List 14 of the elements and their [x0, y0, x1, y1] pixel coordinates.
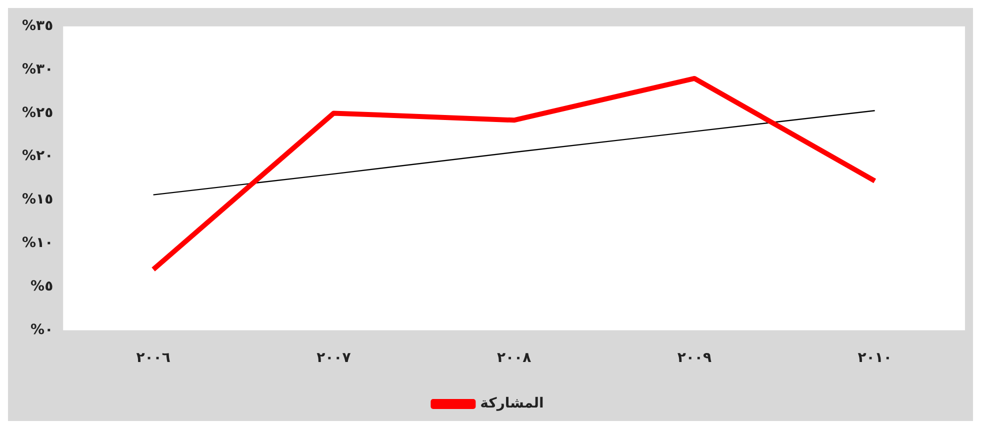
y-tick-label: %١٥: [22, 192, 54, 208]
y-tick-label: %٣٥: [22, 18, 54, 34]
y-tick-label: %٣٠: [22, 61, 54, 78]
x-tick-label: ٢٠٠٩: [677, 350, 712, 366]
y-tick-label: %١٠: [22, 235, 54, 252]
y-tick-label: %٥: [30, 278, 54, 294]
x-tick-label: ٢٠٠٧: [316, 350, 352, 366]
y-tick-label: %٢٠: [22, 148, 54, 164]
x-tick-label: ٢٠٠٨: [496, 350, 532, 366]
y-tick-label: %٢٥: [22, 104, 54, 121]
x-tick-label: ٢٠٠٦: [136, 350, 171, 366]
y-tick-label: %٠: [30, 322, 54, 338]
legend-label: المشاركة: [480, 396, 544, 412]
x-tick-label: ٢٠١٠: [858, 350, 892, 366]
